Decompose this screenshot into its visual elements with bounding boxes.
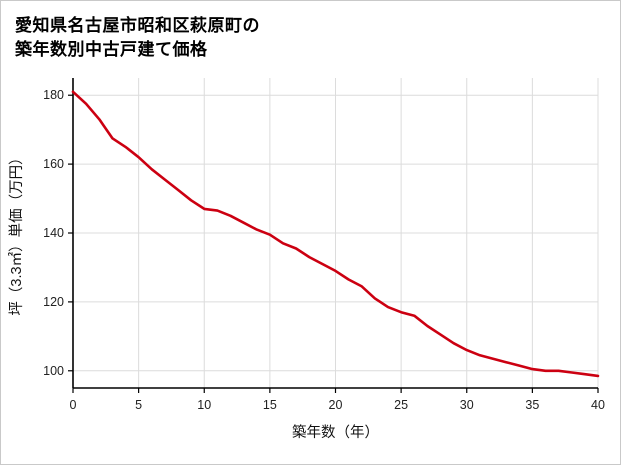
x-tick-label: 0 [70,398,77,412]
x-tick-label: 30 [460,398,474,412]
y-tick-label: 140 [43,226,64,240]
x-tick-label: 5 [135,398,142,412]
y-tick-label: 160 [43,157,64,171]
y-tick-label: 120 [43,295,64,309]
x-tick-label: 15 [263,398,277,412]
chart-svg: 0 5 10 15 20 25 30 35 40 100 120 140 160 180 築年数（年） 坪（3… [8,78,605,441]
chart-title-line-2: 築年数別中古戸建て価格 [15,40,208,59]
price-line [71,90,600,378]
x-tick-label: 40 [591,398,605,412]
chart-area: 0 5 10 15 20 25 30 35 40 100 120 140 160 180 築年数（年） 坪（3… [1,64,620,464]
chart-title: 愛知県名古屋市昭和区萩原町の 築年数別中古戸建て価格 [1,1,620,64]
x-tick-label: 25 [394,398,408,412]
x-axis-label: 築年数（年） [292,423,379,441]
y-tick-label: 100 [43,364,64,378]
x-tick-label: 35 [525,398,539,412]
x-tick-label: 10 [197,398,211,412]
y-axis-label: 坪（3.3㎡）単価（万円） [8,150,25,315]
y-tick-label: 180 [43,88,64,102]
x-tick-label: 20 [329,398,343,412]
chart-title-line-1: 愛知県名古屋市昭和区萩原町の [15,16,260,35]
